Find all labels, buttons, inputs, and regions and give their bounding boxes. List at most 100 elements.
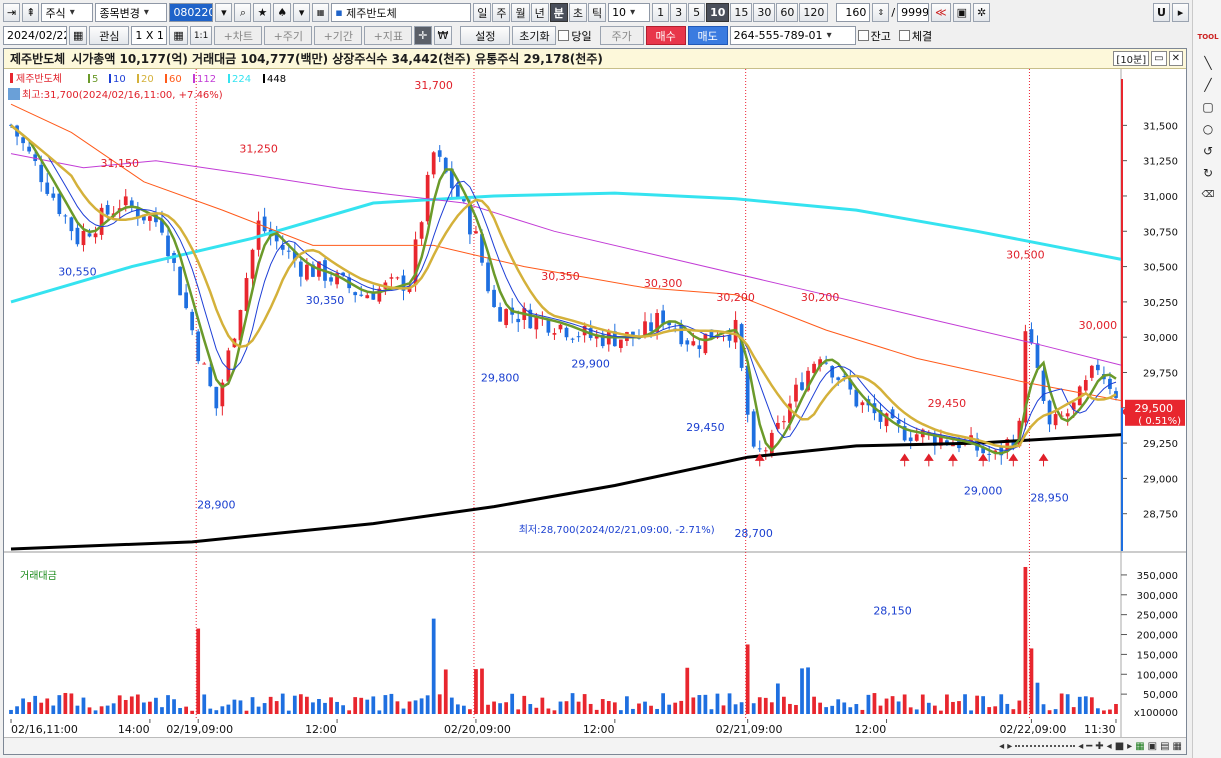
zoom-out-icon[interactable]: ◂	[1078, 740, 1084, 752]
balance-checkbox-box[interactable]	[857, 30, 869, 41]
volume-bar	[1089, 697, 1094, 714]
stock-name-field[interactable]: ▪ 제주반도체	[331, 3, 472, 22]
excel-icon[interactable]: ▦	[1135, 740, 1145, 752]
line-tool-icon[interactable]: ╲	[1204, 56, 1212, 70]
window-controls: [10분] ▭ ✕	[1113, 51, 1183, 66]
price-chart[interactable]: 28,750 29,000 29,250 29,500 29,750 30,000 30,2…	[4, 69, 1186, 737]
menu-arrow-icon[interactable]: ▾	[293, 3, 311, 22]
layout-field[interactable]: 1 X 1	[131, 26, 168, 45]
disk-icon[interactable]: ▣	[1147, 740, 1158, 752]
display-count-input[interactable]: 160	[836, 3, 871, 22]
calendar-icon[interactable]: ▦	[69, 26, 88, 45]
minute-1[interactable]: 1	[652, 3, 670, 22]
low-label: 29,450	[686, 421, 725, 434]
star-icon[interactable]: ★	[253, 3, 272, 22]
balance-checkbox[interactable]: 잔고	[857, 28, 891, 44]
sell-button[interactable]: 매도	[687, 26, 728, 45]
minute-30[interactable]: 30	[753, 3, 776, 22]
close-icon[interactable]: ✕	[1168, 51, 1183, 66]
reset-button[interactable]: 초기화	[512, 26, 557, 45]
ratio-button[interactable]: 1:1	[189, 26, 213, 45]
stop-icon[interactable]: ■	[1114, 740, 1125, 752]
period-day[interactable]: 일	[473, 3, 492, 22]
add-period-button[interactable]: +주기	[264, 26, 313, 45]
chart-scrollbar[interactable]: ◂ ▸ ◂ ━ ✚ ◂ ■ ▸ ▦ ▣ ▤ ▦	[4, 737, 1186, 754]
zoom-minus-icon[interactable]: ━	[1086, 740, 1093, 752]
minute-120[interactable]: 120	[799, 3, 829, 22]
change-select[interactable]: 종목변경	[95, 3, 168, 22]
scroll-left-icon[interactable]: ◂	[999, 740, 1005, 752]
volume-bar	[981, 696, 986, 714]
volume-bar	[806, 667, 810, 714]
candle	[800, 382, 804, 390]
grid-view-icon[interactable]: ▦	[1172, 740, 1182, 752]
tool-label[interactable]: TOOL	[1197, 33, 1219, 41]
price-button[interactable]: 주가	[599, 26, 644, 45]
spin-icon[interactable]: ⇕	[872, 3, 890, 22]
scroll-right-icon[interactable]: ▸	[1007, 740, 1013, 752]
today-checkbox[interactable]: 당일	[558, 28, 592, 44]
high-label: 30,300	[644, 277, 683, 290]
settings-button[interactable]: 설정	[460, 26, 511, 45]
redo-icon[interactable]: ↻	[1202, 166, 1214, 180]
chevron-right-icon[interactable]: ▸	[1172, 3, 1189, 22]
dropdown-icon[interactable]: ▾	[215, 3, 233, 22]
period-year[interactable]: 년	[530, 3, 549, 22]
buy-button[interactable]: 매수	[645, 26, 686, 45]
add-range-button[interactable]: +기간	[314, 26, 363, 45]
minute-5[interactable]: 5	[688, 3, 706, 22]
volume-bar	[154, 697, 158, 714]
candle	[1011, 440, 1016, 447]
date-input[interactable]: 2024/02/22	[3, 26, 67, 45]
stock-code-input[interactable]: 080220	[169, 3, 214, 22]
gear-icon[interactable]: ✲	[973, 3, 991, 22]
restore-icon[interactable]: ▭	[1151, 51, 1167, 66]
period-second[interactable]: 초	[568, 3, 587, 22]
search-icon[interactable]: ⌕	[234, 3, 252, 22]
candle	[413, 239, 418, 285]
interval-select[interactable]: 10	[608, 3, 651, 22]
eraser-icon[interactable]: ⌫	[1201, 190, 1215, 200]
fast-back-icon[interactable]: ≪	[931, 3, 951, 22]
grid-icon[interactable]: ▦	[312, 3, 330, 22]
candle	[305, 264, 309, 280]
period-month[interactable]: 월	[511, 3, 530, 22]
volume-bar	[1071, 707, 1076, 714]
period-minute[interactable]: 분	[549, 3, 568, 22]
play-icon[interactable]: ▸	[1127, 740, 1133, 752]
circle-tool-icon[interactable]: ○	[1202, 122, 1214, 136]
spade-icon[interactable]: ♠	[273, 3, 292, 22]
market-select[interactable]: 주식	[41, 3, 94, 22]
u-button[interactable]: U	[1153, 3, 1170, 22]
zoom-plus-icon[interactable]: ✚	[1095, 740, 1104, 752]
print-icon[interactable]: ▤	[1160, 740, 1170, 752]
minute-3[interactable]: 3	[670, 3, 688, 22]
period-tick[interactable]: 틱	[587, 3, 607, 22]
minute-10[interactable]: 10	[706, 3, 730, 22]
minute-60[interactable]: 60	[776, 3, 799, 22]
filled-checkbox-box[interactable]	[898, 30, 910, 41]
candle	[600, 334, 605, 347]
period-week[interactable]: 주	[492, 3, 511, 22]
watch-button[interactable]: 관심	[89, 26, 130, 45]
pin-icon[interactable]: ⇥	[3, 3, 21, 22]
add-indicator-button[interactable]: +지표	[364, 26, 413, 45]
scroll-end-icon[interactable]: ◂	[1106, 740, 1112, 752]
save-icon[interactable]: ▣	[952, 3, 972, 22]
undo-icon[interactable]: ↺	[1202, 144, 1214, 158]
currency-button[interactable]: ₩	[433, 26, 453, 45]
minute-15[interactable]: 15	[730, 3, 753, 22]
zoom-slider[interactable]	[1015, 745, 1076, 747]
add-chart-button[interactable]: +차트	[214, 26, 263, 45]
account-select[interactable]: 264-555-789-01	[729, 26, 856, 45]
filled-checkbox[interactable]: 체결	[898, 28, 932, 44]
rectangle-tool-icon[interactable]: ▢	[1202, 100, 1214, 114]
legend-ma-swatch	[137, 74, 139, 83]
candle	[365, 295, 370, 299]
sort-icon[interactable]: ⇞	[22, 3, 40, 22]
volume-bar	[896, 701, 901, 714]
diagonal-tool-icon[interactable]: ╱	[1204, 78, 1212, 92]
layout-grid-icon[interactable]: ▦	[169, 26, 188, 45]
today-checkbox-box[interactable]	[558, 30, 570, 41]
crosshair-icon[interactable]: ✛	[414, 26, 432, 45]
